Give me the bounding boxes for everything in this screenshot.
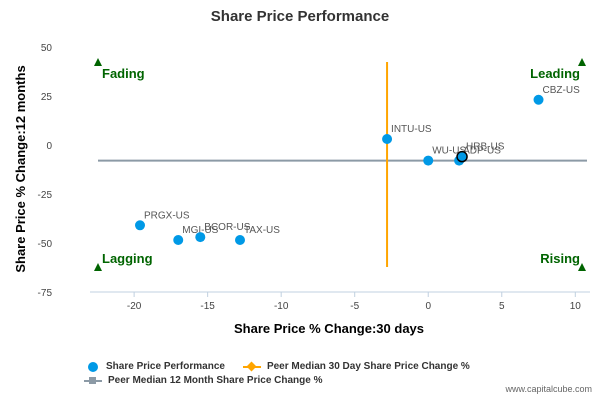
point-hrb-us — [456, 150, 468, 163]
quadrant-label-lagging: Lagging — [102, 251, 153, 266]
legend-label: Peer Median 12 Month Share Price Change … — [108, 375, 323, 386]
point-intu-us — [382, 134, 393, 144]
point-cbz-us — [533, 94, 544, 105]
credit-link[interactable]: www.capitalcube.com — [505, 384, 592, 394]
legend-diamond-line-icon — [242, 361, 261, 372]
point-tax-us — [235, 235, 245, 246]
y-tick-label: -25 — [38, 190, 53, 201]
legend: Share Price Performance Peer Median 30 D… — [84, 360, 488, 388]
point-label-intu-us: INTU-US — [391, 124, 432, 135]
point-label-tax-us: TAX-US — [244, 225, 280, 236]
x-tick-label: -15 — [200, 301, 215, 312]
legend-item-peer-median-30-day[interactable]: Peer Median 30 Day Share Price Change % — [242, 360, 470, 374]
x-axis-ticks: -20 -15 -10 -5 0 5 10 — [127, 292, 581, 312]
lagging-marker-icon — [94, 263, 102, 271]
legend-square-line-icon — [84, 376, 102, 386]
quadrant-label-rising: Rising — [540, 251, 580, 266]
point-mgi-us — [173, 235, 184, 246]
point-wu-us — [423, 155, 434, 166]
x-tick-label: 0 — [425, 301, 431, 312]
legend-label: Share Price Performance — [106, 361, 225, 372]
quadrant-label-leading: Leading — [530, 66, 580, 81]
chart-title: Share Price Performance — [211, 8, 389, 25]
point-label-bcor-us: BCOR-US — [204, 222, 250, 233]
point-label-mgi-us: MGI-US — [182, 225, 218, 236]
y-tick-label: 50 — [41, 43, 53, 54]
legend-item-share-price-performance[interactable]: Share Price Performance — [84, 360, 225, 374]
quadrant-label-fading: Fading — [102, 66, 145, 81]
y-tick-label: 0 — [46, 141, 52, 152]
x-tick-label: -5 — [350, 301, 359, 312]
x-tick-label: 5 — [499, 301, 505, 312]
quadrant-markers: Fading Leading Lagging Rising — [94, 58, 586, 271]
legend-label: Peer Median 30 Day Share Price Change % — [266, 361, 470, 372]
y-tick-label: -50 — [38, 239, 53, 250]
point-bcor-us — [195, 232, 206, 243]
y-axis-ticks: 50 25 0 -25 -50 -75 — [38, 43, 53, 299]
point-label-hrb-us: HRB-US — [466, 142, 505, 153]
rising-marker-icon — [578, 263, 586, 271]
point-label-cbz-us: CBZ-US — [543, 85, 581, 96]
x-tick-label: -20 — [127, 301, 142, 312]
point-label-adp-us: ADP-US — [463, 146, 501, 157]
y-tick-label: -75 — [38, 288, 53, 299]
point-label-wu-us: WU-US — [432, 146, 466, 157]
x-tick-label: -10 — [274, 301, 289, 312]
x-tick-label: 10 — [570, 301, 582, 312]
point-label-prgx-us: PRGX-US — [144, 210, 190, 221]
leading-marker-icon — [578, 58, 586, 66]
y-axis-label: Share Price % Change:12 months — [13, 65, 28, 272]
fading-marker-icon — [94, 58, 102, 66]
legend-dot-icon — [88, 362, 98, 372]
legend-item-peer-median-12-month[interactable]: Peer Median 12 Month Share Price Change … — [84, 374, 323, 388]
point-prgx-us — [135, 220, 145, 231]
y-tick-label: 25 — [41, 92, 53, 103]
x-axis-label: Share Price % Change:30 days — [234, 321, 424, 336]
